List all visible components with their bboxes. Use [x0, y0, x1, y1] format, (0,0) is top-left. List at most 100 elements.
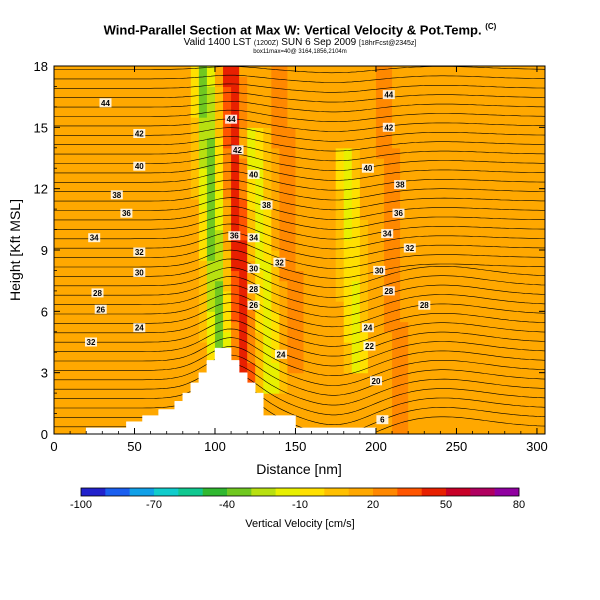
velocity-cell — [367, 198, 377, 210]
velocity-cell — [448, 290, 458, 302]
velocity-cell — [504, 229, 514, 241]
velocity-cell — [464, 413, 474, 425]
velocity-cell — [303, 219, 313, 231]
velocity-cell — [504, 198, 514, 210]
velocity-cell — [319, 106, 329, 118]
velocity-cell — [351, 147, 361, 159]
velocity-cell — [54, 76, 63, 88]
velocity-cell — [464, 86, 474, 98]
velocity-cell — [327, 331, 337, 343]
velocity-cell — [150, 270, 160, 282]
velocity-cell — [464, 250, 474, 261]
velocity-cell — [343, 188, 353, 200]
velocity-cell — [86, 362, 95, 374]
velocity-cell — [351, 209, 361, 220]
velocity-cell — [488, 382, 498, 394]
velocity-cell — [311, 260, 321, 272]
velocity-cell — [62, 270, 71, 282]
velocity-cell — [512, 352, 522, 364]
velocity-cell — [375, 209, 385, 220]
velocity-cell — [86, 301, 95, 312]
velocity-cell — [327, 403, 337, 415]
velocity-cell — [271, 96, 280, 108]
velocity-cell — [528, 260, 538, 272]
velocity-cell — [158, 188, 168, 200]
velocity-cell — [263, 331, 272, 343]
velocity-cell — [134, 362, 144, 374]
velocity-cell — [287, 250, 297, 261]
velocity-cell — [400, 158, 409, 169]
velocity-cell — [432, 403, 441, 415]
velocity-cell — [375, 127, 385, 139]
velocity-cell — [440, 280, 450, 292]
velocity-cell — [512, 117, 522, 128]
velocity-cell — [110, 342, 119, 353]
velocity-cell — [472, 86, 482, 98]
velocity-cell — [62, 413, 71, 425]
velocity-cell — [392, 331, 401, 343]
velocity-cell — [223, 137, 232, 149]
velocity-cell — [134, 413, 144, 425]
velocity-cell — [384, 137, 393, 149]
contour-label-bg — [231, 145, 244, 155]
velocity-cell — [416, 188, 425, 200]
velocity-cell — [400, 66, 409, 77]
velocity-cell — [142, 178, 152, 190]
velocity-cell — [86, 178, 95, 190]
velocity-cell — [102, 168, 111, 180]
velocity-cell — [86, 219, 95, 231]
velocity-cell — [456, 372, 466, 384]
velocity-cell — [448, 96, 458, 108]
velocity-cell — [448, 229, 458, 241]
velocity-cell — [488, 393, 498, 404]
velocity-cell — [206, 76, 216, 88]
isentrope-line — [54, 74, 545, 83]
velocity-cell — [343, 229, 353, 241]
velocity-cell — [287, 178, 297, 190]
velocity-cell — [126, 168, 136, 180]
velocity-cell — [134, 382, 144, 394]
velocity-cell — [512, 280, 522, 292]
velocity-cell — [432, 229, 441, 241]
velocity-cell — [384, 178, 393, 190]
contour-label-bg — [247, 233, 260, 243]
velocity-cell — [440, 403, 450, 415]
velocity-cell — [158, 76, 168, 88]
velocity-cell — [182, 280, 192, 292]
velocity-cell — [94, 321, 103, 333]
velocity-cell — [400, 352, 409, 364]
velocity-cell — [198, 290, 208, 302]
velocity-cell — [271, 168, 280, 180]
velocity-cell — [456, 66, 466, 77]
velocity-cell — [303, 96, 313, 108]
velocity-cell — [456, 331, 466, 343]
velocity-cell — [343, 219, 353, 231]
velocity-cell — [384, 270, 393, 282]
velocity-cell — [512, 127, 522, 139]
velocity-cell — [150, 311, 160, 323]
velocity-cell — [102, 382, 111, 394]
contour-label-bg — [94, 304, 107, 314]
velocity-cell — [520, 321, 530, 333]
velocity-cell — [432, 423, 441, 434]
velocity-cell — [504, 127, 514, 139]
velocity-cell — [287, 270, 297, 282]
velocity-cell — [351, 393, 361, 404]
velocity-cell — [408, 96, 417, 108]
velocity-cell — [158, 301, 168, 312]
velocity-cell — [351, 127, 361, 139]
velocity-cell — [206, 352, 216, 364]
velocity-cell — [448, 66, 458, 77]
velocity-cell — [62, 382, 71, 394]
velocity-cell — [287, 311, 297, 323]
velocity-cell — [190, 331, 200, 343]
velocity-cell — [247, 342, 256, 353]
velocity-cell — [472, 127, 482, 139]
velocity-cell — [335, 209, 345, 220]
contour-label: 32 — [87, 338, 96, 347]
velocity-cell — [94, 352, 103, 364]
velocity-cell — [464, 423, 474, 434]
velocity-cell — [528, 188, 538, 200]
velocity-cell — [287, 321, 297, 333]
velocity-cell — [343, 403, 353, 415]
